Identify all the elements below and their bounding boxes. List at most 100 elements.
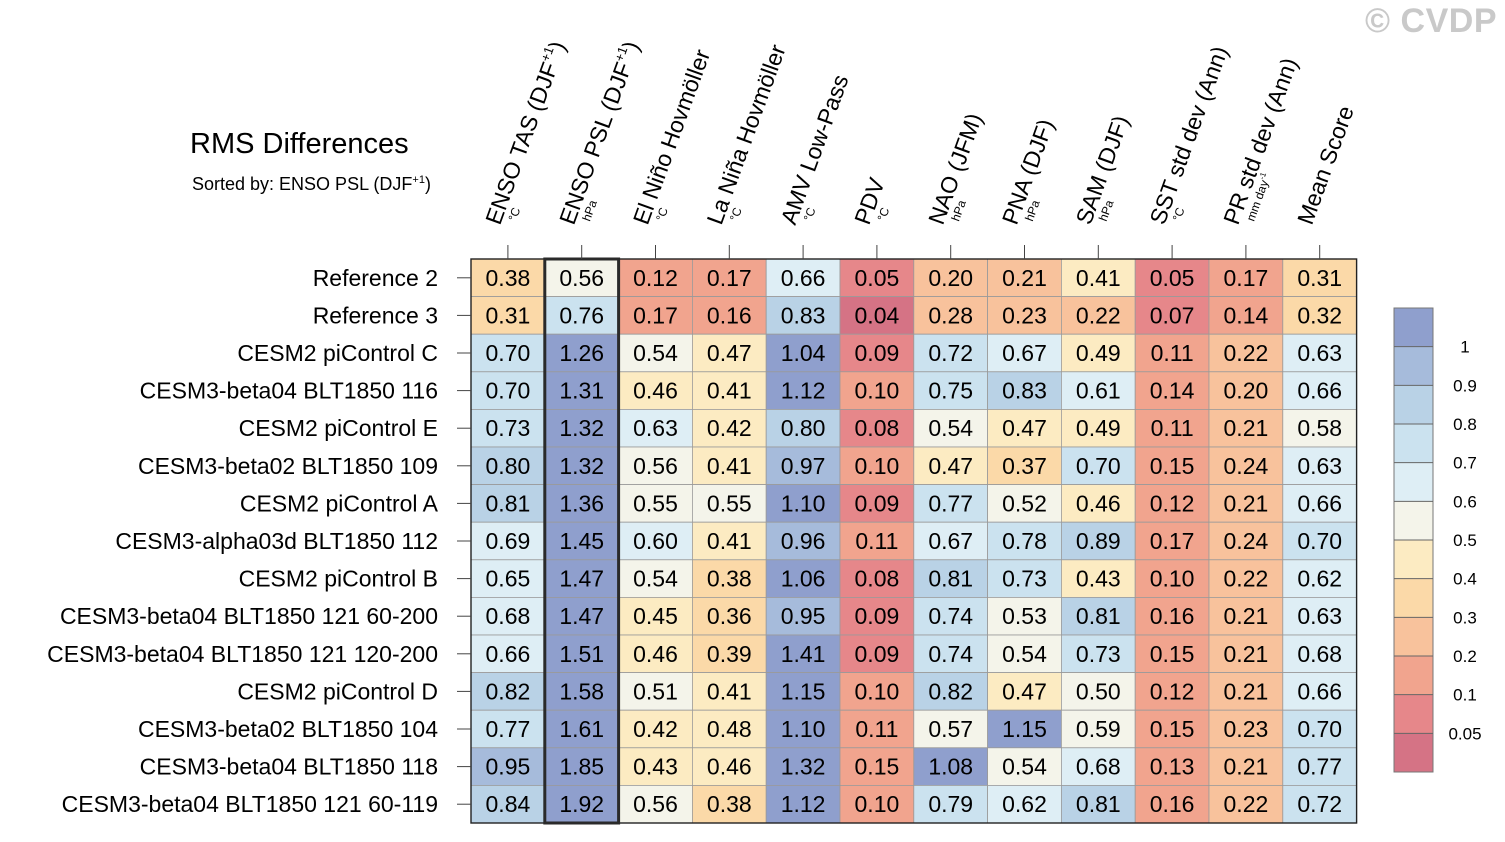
heatmap-cell bbox=[1282, 634, 1358, 673]
cell-value-label: 0.22 bbox=[1224, 566, 1269, 592]
heatmap-cell bbox=[765, 408, 841, 448]
cell-value-label: 0.43 bbox=[1076, 566, 1121, 592]
heatmap-cell bbox=[913, 597, 988, 636]
column-unit: °C bbox=[653, 205, 671, 223]
heatmap-cell bbox=[1208, 709, 1284, 749]
cell-value-label: 0.05 bbox=[1150, 265, 1195, 291]
column-label: SST std dev (Ann) bbox=[1144, 43, 1233, 228]
cell-value-label: 0.75 bbox=[928, 378, 973, 404]
column-unit-text: °C bbox=[875, 205, 893, 223]
cell-value-label: 0.21 bbox=[1224, 678, 1269, 704]
colorbar-tick-label: 0.5 bbox=[1453, 531, 1477, 550]
heatmap-cell bbox=[1061, 484, 1136, 523]
row-label: CESM3-beta04 BLT1850 121 60-119 bbox=[62, 791, 438, 817]
heatmap-cell bbox=[692, 785, 767, 824]
heatmap-cell bbox=[1134, 747, 1210, 786]
cell-value-label: 0.16 bbox=[1150, 791, 1195, 817]
cell-value-label: 0.21 bbox=[1224, 603, 1269, 629]
cell-value-label: 0.08 bbox=[855, 566, 900, 592]
heatmap-cell bbox=[1282, 258, 1358, 297]
colorbar-swatch bbox=[1394, 308, 1433, 347]
heatmap-cell bbox=[839, 446, 915, 485]
row-label: CESM2 piControl C bbox=[237, 340, 438, 366]
cell-value-label: 0.63 bbox=[633, 415, 678, 441]
heatmap-cell bbox=[1282, 296, 1358, 335]
column-unit-text: °C bbox=[653, 205, 671, 223]
heatmap-cell bbox=[692, 258, 767, 297]
cell-value-label: 0.21 bbox=[1224, 754, 1269, 780]
heatmap-cell bbox=[765, 785, 841, 824]
heatmap-cell bbox=[1282, 747, 1358, 786]
row-label: CESM3-beta04 BLT1850 121 120-200 bbox=[47, 641, 438, 667]
heatmap-cell bbox=[1282, 408, 1358, 448]
cell-value-label: 0.69 bbox=[486, 528, 531, 554]
subtitle-suffix: ) bbox=[424, 174, 431, 194]
cell-value-label: 0.56 bbox=[633, 453, 678, 479]
heatmap-cell bbox=[1208, 747, 1284, 786]
cell-value-label: 0.45 bbox=[633, 603, 678, 629]
cell-value-label: 0.32 bbox=[1297, 302, 1342, 328]
colorbar-tick-label: 0.1 bbox=[1453, 686, 1477, 705]
cell-value-label: 0.96 bbox=[781, 528, 826, 554]
cell-value-label: 1.32 bbox=[559, 453, 604, 479]
cell-value-label: 0.09 bbox=[855, 340, 900, 366]
heatmap-cell bbox=[1134, 408, 1210, 448]
column-unit-text: °C bbox=[1170, 205, 1188, 223]
cell-value-label: 0.52 bbox=[1002, 490, 1047, 516]
cell-value-label: 0.13 bbox=[1150, 754, 1195, 780]
heatmap-cell bbox=[1134, 258, 1210, 297]
heatmap-cell bbox=[1061, 634, 1136, 673]
cell-value-label: 0.17 bbox=[633, 302, 678, 328]
cell-value-label: 0.21 bbox=[1224, 641, 1269, 667]
heatmap-cell bbox=[987, 559, 1062, 598]
cell-value-label: 0.05 bbox=[855, 265, 900, 291]
cell-value-label: 0.73 bbox=[1002, 566, 1047, 592]
cell-value-label: 0.09 bbox=[855, 603, 900, 629]
heatmap-cell bbox=[1134, 709, 1210, 749]
heatmap-cell bbox=[1134, 559, 1210, 598]
cell-value-label: 0.16 bbox=[707, 302, 752, 328]
column-unit-text: hPa bbox=[1022, 198, 1043, 223]
cell-value-label: 1.15 bbox=[1002, 716, 1047, 742]
heatmap-cell bbox=[470, 747, 546, 786]
cell-value-label: 0.49 bbox=[1076, 340, 1121, 366]
cell-value-label: 0.12 bbox=[633, 265, 678, 291]
heatmap-cell bbox=[765, 634, 841, 673]
cell-value-label: 0.41 bbox=[707, 453, 752, 479]
heatmap-cell bbox=[618, 559, 693, 598]
column-unit: °C bbox=[1170, 205, 1188, 223]
heatmap-cell bbox=[987, 785, 1062, 824]
heatmap-cell bbox=[765, 446, 841, 485]
cell-value-label: 0.10 bbox=[1150, 566, 1195, 592]
cell-value-label: 0.54 bbox=[633, 566, 678, 592]
cell-value-label: 0.65 bbox=[486, 566, 531, 592]
heatmap-cell bbox=[1282, 597, 1358, 636]
heatmap-cell bbox=[765, 333, 841, 373]
heatmap-cell bbox=[987, 408, 1062, 448]
cell-value-label: 0.60 bbox=[633, 528, 678, 554]
heatmap-cell bbox=[1208, 559, 1284, 598]
cell-value-label: 1.32 bbox=[781, 754, 826, 780]
heatmap-cell bbox=[1282, 785, 1358, 824]
cell-value-label: 0.67 bbox=[928, 528, 973, 554]
cell-value-label: 0.78 bbox=[1002, 528, 1047, 554]
cell-value-label: 0.72 bbox=[1297, 791, 1342, 817]
column-label-sup: +1 bbox=[611, 44, 630, 63]
cell-value-label: 0.11 bbox=[1151, 415, 1194, 441]
cell-value-label: 0.20 bbox=[1224, 378, 1269, 404]
heatmap-cell bbox=[987, 333, 1062, 373]
cell-value-label: 0.46 bbox=[633, 641, 678, 667]
heatmap-cell bbox=[470, 559, 546, 598]
cell-value-label: 1.41 bbox=[781, 641, 826, 667]
colorbar-swatch bbox=[1394, 578, 1433, 618]
column-unit: °C bbox=[727, 205, 745, 223]
cell-value-label: 0.56 bbox=[633, 791, 678, 817]
column-label-text: Mean Score bbox=[1292, 102, 1359, 227]
cell-value-label: 0.15 bbox=[1150, 641, 1195, 667]
cell-value-label: 0.11 bbox=[1151, 340, 1194, 366]
row-label: CESM2 piControl A bbox=[240, 490, 439, 516]
cell-value-label: 1.12 bbox=[781, 378, 826, 404]
cell-value-label: 0.68 bbox=[1297, 641, 1342, 667]
colorbar-tick-label: 0.3 bbox=[1453, 608, 1477, 627]
